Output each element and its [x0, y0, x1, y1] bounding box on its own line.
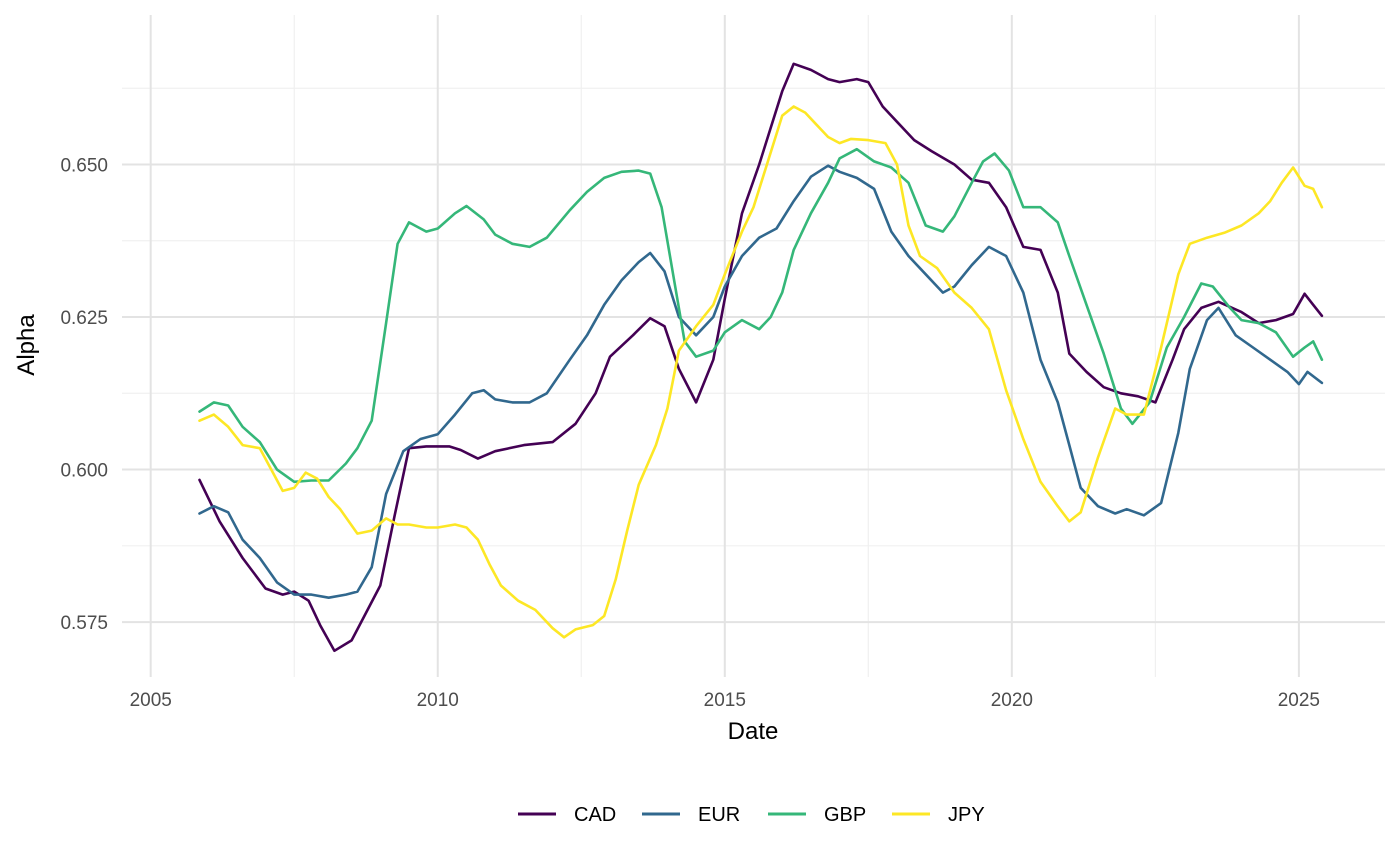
y-axis-tick-labels: 0.575 0.600 0.625 0.650 — [60, 155, 108, 634]
y-axis-title: Alpha — [13, 314, 40, 376]
series-lines — [198, 62, 1324, 653]
x-tick-label: 2010 — [417, 690, 459, 711]
legend-label-eur: EUR — [698, 804, 740, 826]
grid — [122, 15, 1385, 677]
x-axis-tick-labels: 2005 2010 2015 2020 2025 — [130, 690, 1320, 711]
y-tick-label: 0.625 — [60, 308, 108, 329]
x-tick-label: 2015 — [704, 690, 746, 711]
legend: CAD EUR GBP JPY — [518, 804, 985, 826]
legend-label-jpy: JPY — [948, 804, 985, 826]
y-tick-label: 0.575 — [60, 613, 108, 634]
series-line-gbp — [198, 147, 1324, 484]
x-tick-label: 2025 — [1278, 690, 1320, 711]
y-tick-label: 0.650 — [60, 155, 108, 176]
series-line-eur — [198, 164, 1324, 600]
x-tick-label: 2005 — [130, 690, 172, 711]
x-tick-label: 2020 — [991, 690, 1033, 711]
legend-label-cad: CAD — [574, 804, 616, 826]
y-tick-label: 0.600 — [60, 461, 108, 482]
legend-label-gbp: GBP — [824, 804, 866, 826]
series-line-cad — [198, 62, 1324, 653]
series-line-jpy — [198, 105, 1324, 639]
x-axis-title: Date — [728, 718, 779, 745]
